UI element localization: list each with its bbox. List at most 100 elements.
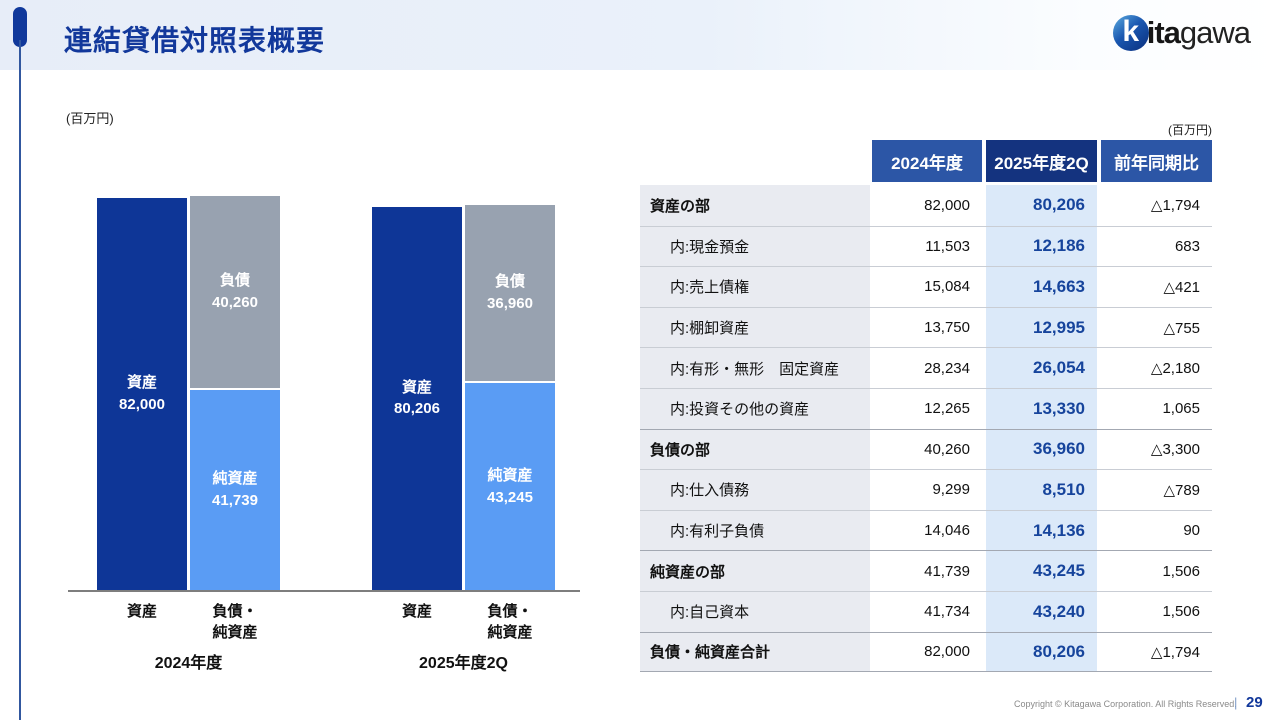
cell-fy2024: 40,260 bbox=[872, 428, 982, 470]
column-gap bbox=[982, 509, 986, 551]
cell-fy2024: 11,503 bbox=[872, 225, 982, 267]
cell-yoy: △3,300 bbox=[1101, 428, 1212, 470]
segment-name: 資産 bbox=[126, 374, 157, 392]
bar-segment-liabilities: 負債 40,260 bbox=[190, 196, 280, 389]
column-gap bbox=[982, 347, 986, 388]
column-gap bbox=[1097, 266, 1101, 307]
cell-fy2024: 28,234 bbox=[872, 347, 982, 388]
x-axis-label-line2: 純資産 bbox=[487, 624, 533, 641]
row-label: 内:有利子負債 bbox=[640, 509, 870, 551]
segment-value: 43,245 bbox=[487, 488, 533, 506]
row-label: 資産の部 bbox=[640, 185, 870, 226]
row-label: 内:棚卸資産 bbox=[640, 306, 870, 348]
cell-yoy: △1,794 bbox=[1101, 631, 1212, 673]
column-gap bbox=[870, 550, 872, 591]
cell-fy2025q2: 43,245 bbox=[986, 550, 1097, 591]
column-header-fy2025q2: 2025年度2Q bbox=[986, 140, 1097, 182]
column-header-fy2024: 2024年度 bbox=[872, 140, 982, 182]
column-gap bbox=[982, 387, 986, 429]
cell-fy2025q2: 8,510 bbox=[986, 469, 1097, 510]
page-title: 連結貸借対照表概要 bbox=[64, 25, 326, 56]
table-row: 資産の部 82,000 80,206 △1,794 bbox=[640, 185, 1212, 226]
column-gap bbox=[1097, 225, 1101, 267]
cell-yoy: 683 bbox=[1101, 225, 1212, 267]
column-gap bbox=[870, 306, 872, 348]
segment-value: 82,000 bbox=[119, 396, 165, 413]
column-gap bbox=[982, 550, 986, 591]
chart-x-axis-line bbox=[68, 590, 580, 592]
table-row: 内:仕入債務 9,299 8,510 △789 bbox=[640, 469, 1212, 510]
column-gap bbox=[870, 631, 872, 673]
column-gap bbox=[1097, 428, 1101, 470]
cell-fy2025q2: 80,206 bbox=[986, 185, 1097, 226]
cell-fy2024: 13,750 bbox=[872, 306, 982, 348]
logo-text-bold: ita bbox=[1146, 15, 1181, 50]
x-axis-label-liab-equity: 負債・ 純資産 bbox=[465, 601, 555, 643]
segment-value: 36,960 bbox=[487, 294, 533, 312]
x-axis-label-assets: 資産 bbox=[401, 603, 432, 620]
column-gap bbox=[870, 509, 872, 551]
segment-name: 資産 bbox=[401, 378, 432, 396]
bar-2024-assets: 資産 82,000 bbox=[97, 198, 187, 590]
table-row: 内:棚卸資産 13,750 12,995 △755 bbox=[640, 306, 1212, 348]
cell-fy2025q2: 12,186 bbox=[986, 225, 1097, 267]
column-gap bbox=[870, 590, 872, 632]
cell-yoy: △755 bbox=[1101, 306, 1212, 348]
left-accent-line bbox=[19, 40, 21, 720]
cell-yoy: 90 bbox=[1101, 509, 1212, 551]
bar-segment-assets: 資産 82,000 bbox=[97, 198, 187, 590]
column-gap bbox=[982, 428, 986, 470]
cell-fy2024: 14,046 bbox=[872, 509, 982, 551]
cell-yoy: △421 bbox=[1101, 266, 1212, 307]
cell-fy2024: 41,734 bbox=[872, 590, 982, 632]
column-gap bbox=[870, 469, 872, 510]
cell-yoy: △2,180 bbox=[1101, 347, 1212, 388]
cell-fy2024: 9,299 bbox=[872, 469, 982, 510]
cell-fy2025q2: 13,330 bbox=[986, 387, 1097, 429]
table-row: 内:自己資本 41,734 43,240 1,506 bbox=[640, 590, 1212, 632]
column-gap bbox=[1097, 631, 1101, 673]
x-axis-label-assets: 資産 bbox=[126, 603, 157, 620]
table-row: 負債の部 40,260 36,960 △3,300 bbox=[640, 428, 1212, 470]
segment-value: 80,206 bbox=[394, 400, 440, 418]
row-label: 内:有形・無形 固定資産 bbox=[640, 347, 870, 388]
cell-fy2024: 41,739 bbox=[872, 550, 982, 591]
copyright-text: Copyright © Kitagawa Corporation. All Ri… bbox=[1014, 699, 1237, 709]
cell-yoy: △789 bbox=[1101, 469, 1212, 510]
chart-unit-label: (百万円) bbox=[66, 111, 114, 126]
table-row: 負債・純資産合計 82,000 80,206 △1,794 bbox=[640, 631, 1212, 673]
segment-value: 40,260 bbox=[212, 294, 258, 312]
row-label: 内:自己資本 bbox=[640, 590, 870, 632]
group-label-fy2025q2: 2025年度2Q bbox=[419, 655, 508, 672]
column-gap bbox=[1097, 306, 1101, 348]
table-row: 内:現金預金 11,503 12,186 683 bbox=[640, 225, 1212, 267]
column-gap bbox=[982, 306, 986, 348]
cell-fy2025q2: 14,136 bbox=[986, 509, 1097, 551]
column-gap bbox=[870, 387, 872, 429]
column-gap bbox=[1097, 347, 1101, 388]
cell-fy2024: 15,084 bbox=[872, 266, 982, 307]
cell-yoy: 1,506 bbox=[1101, 550, 1212, 591]
x-axis-label-line2: 純資産 bbox=[212, 624, 258, 641]
bar-segment-assets: 資産 80,206 bbox=[372, 206, 462, 590]
page-number-separator: | bbox=[1234, 695, 1238, 710]
column-gap bbox=[1097, 550, 1101, 591]
column-gap bbox=[870, 428, 872, 470]
cell-fy2025q2: 36,960 bbox=[986, 428, 1097, 470]
column-gap bbox=[870, 225, 872, 267]
table-row: 内:売上債権 15,084 14,663 △421 bbox=[640, 266, 1212, 307]
column-gap bbox=[870, 347, 872, 388]
logo-text-light: gawa bbox=[1179, 15, 1251, 50]
row-label: 内:売上債権 bbox=[640, 266, 870, 307]
column-gap bbox=[982, 631, 986, 673]
kitagawa-logo-mark-icon: k bbox=[1112, 15, 1149, 51]
segment-value: 41,739 bbox=[212, 492, 258, 510]
x-axis-label-line1: 負債・ bbox=[487, 603, 533, 620]
column-gap bbox=[1097, 387, 1101, 429]
row-label: 負債の部 bbox=[640, 428, 870, 470]
segment-name: 負債 bbox=[219, 272, 250, 290]
row-label: 内:現金預金 bbox=[640, 225, 870, 267]
balance-sheet-table: 資産の部 82,000 80,206 △1,794 内:現金預金 11,503 12,186… bbox=[640, 185, 1212, 673]
cell-fy2025q2: 12,995 bbox=[986, 306, 1097, 348]
header-band bbox=[0, 0, 1280, 70]
